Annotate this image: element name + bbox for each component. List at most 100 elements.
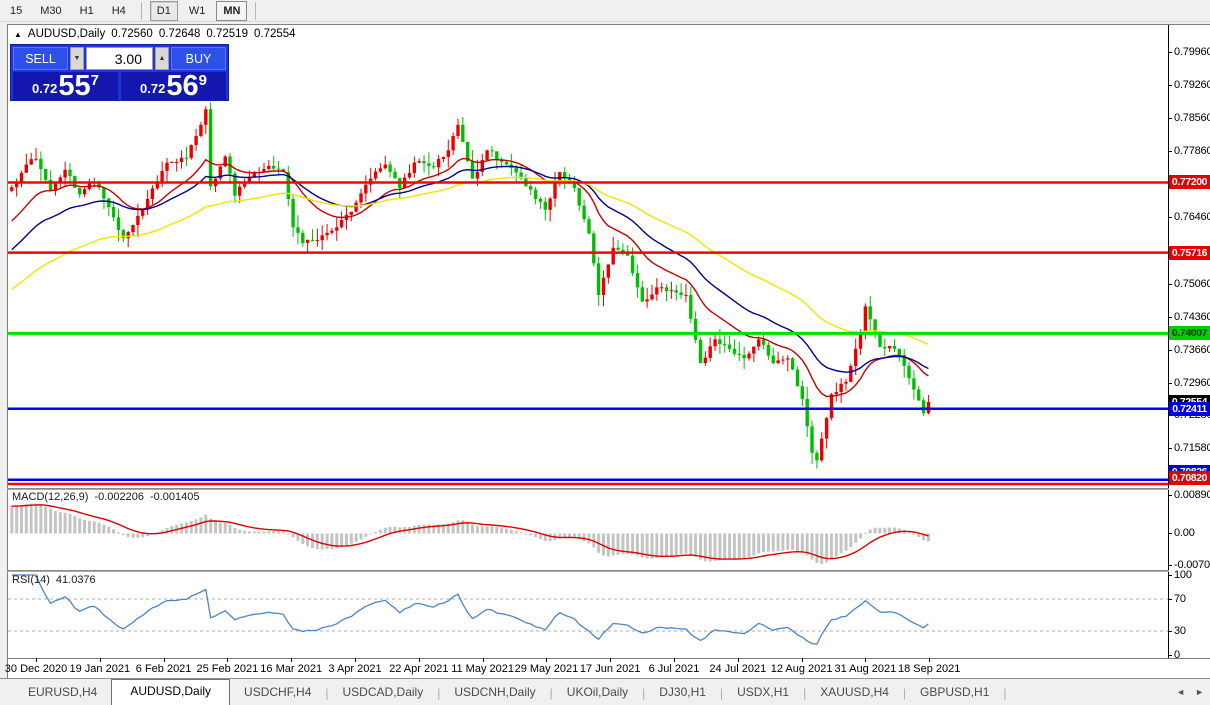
buy-price-big-digits: 56 — [166, 70, 199, 102]
sell-button[interactable]: SELL — [13, 47, 68, 70]
price-axis-label: 0.71580 — [1174, 442, 1210, 455]
date-axis-label: 11 May 2021 — [451, 663, 514, 675]
timeframe-button-h1[interactable]: H1 — [79, 4, 94, 17]
rsi-axis-label: 30 — [1174, 625, 1186, 637]
axis-tick-mark — [1168, 565, 1172, 566]
symbol-tab-dj30[interactable]: DJ30,H1 — [659, 685, 706, 699]
symbol-tab-usdcad[interactable]: USDCAD,Daily — [342, 685, 424, 699]
chart-border-left — [7, 24, 8, 678]
sell-price-prefix: 0.72 — [32, 81, 58, 96]
timeframe-button-d1[interactable]: D1 — [149, 0, 178, 21]
date-tick-mark — [418, 658, 420, 662]
axis-tick-mark — [1168, 533, 1172, 534]
tab-separator: | — [642, 686, 646, 700]
ohlc-close: 0.72554 — [253, 28, 296, 40]
timeframe-button-h4[interactable]: H4 — [111, 4, 126, 17]
ohlc-low: 0.72519 — [206, 28, 248, 40]
price-axis-label: 0.73660 — [1174, 343, 1210, 356]
axis-tick-mark — [1168, 316, 1172, 318]
date-axis-label: 25 Feb 2021 — [196, 663, 259, 675]
date-tick-mark — [99, 658, 101, 662]
buy-price-prefix: 0.72 — [140, 81, 166, 96]
tab-separator: | — [437, 686, 441, 700]
date-axis-label: 12 Aug 2021 — [770, 663, 833, 675]
price-axis-label: 0.75060 — [1174, 277, 1210, 290]
price-axis[interactable]: 0.79960 0.79260 0.78560 0.77860 0.76460 0.750… — [1168, 25, 1210, 661]
price-badge-0.74007: 0.74007 — [1169, 326, 1210, 341]
collapse-triangle-icon[interactable]: ▲ — [14, 29, 22, 39]
symbol-tab-usdx[interactable]: USDX,H1 — [737, 685, 790, 699]
date-axis-label: 3 Apr 2021 — [328, 663, 382, 675]
timeframe-button-w1[interactable]: W1 — [188, 4, 206, 17]
symbol-tab-gbpusd[interactable]: GBPUSD,H1 — [920, 685, 990, 699]
axis-tick-mark — [1168, 575, 1172, 576]
price-axis-label: 0.79960 — [1174, 46, 1210, 58]
rsi-axis-label: 0 — [1174, 649, 1180, 661]
date-axis[interactable]: 30 Dec 2020 19 Jan 2021 6 Feb 2021 25 Feb 2… — [4, 658, 1168, 678]
one-click-trade-panel: SELL ▼ 3.00 ▲ BUY 0.72 55 7 0.72 56 9 — [10, 44, 229, 101]
price-axis-label: 0.76460 — [1174, 211, 1210, 224]
date-axis-label: 6 Jul 2021 — [648, 663, 700, 675]
date-axis-label: 30 Dec 2020 — [4, 663, 68, 675]
axis-tick-mark — [1168, 85, 1172, 87]
chart-symbol-label: AUDUSD,Daily — [27, 28, 106, 40]
price-axis-label: 0.78560 — [1174, 112, 1210, 125]
volume-increase-button[interactable]: ▲ — [155, 47, 169, 70]
rsi-current-value: 41.0376 — [55, 574, 96, 586]
date-axis-label: 17 Jun 2021 — [579, 663, 641, 675]
buy-price-display[interactable]: 0.72 56 9 — [121, 70, 226, 102]
date-tick-mark — [355, 658, 356, 662]
timeframe-button-m30[interactable]: M30 — [40, 4, 62, 17]
chart-ohlc-header: ▲ AUDUSD,Daily 0.72560 0.72648 0.72519 0… — [14, 27, 296, 41]
date-axis-label: 16 Mar 2021 — [260, 663, 323, 675]
symbol-tab-usdchf[interactable]: USDCHF,H4 — [244, 685, 312, 699]
tab-separator: | — [325, 686, 329, 700]
axis-tick-mark — [1168, 217, 1172, 219]
date-tick-mark — [737, 658, 739, 662]
axis-tick-mark — [1168, 599, 1172, 600]
date-tick-mark — [674, 658, 675, 662]
price-axis-label: 0.79260 — [1174, 79, 1210, 92]
tab-scroll-left-icon[interactable]: ◄ — [1176, 687, 1186, 697]
rsi-panel-divider[interactable] — [7, 570, 1210, 572]
axis-tick-mark — [1168, 631, 1172, 632]
date-tick-mark — [801, 658, 803, 662]
window-left-strip — [0, 22, 7, 678]
chart-plot-area[interactable] — [8, 25, 1168, 658]
date-tick-mark — [36, 658, 37, 662]
timeframe-button-15[interactable]: 15 — [10, 4, 23, 17]
tab-separator: | — [549, 686, 553, 700]
symbol-tab-ukoil[interactable]: UKOil,Daily — [566, 685, 629, 699]
date-tick-mark — [929, 658, 931, 662]
axis-tick-mark — [1168, 448, 1172, 450]
date-tick-mark — [163, 658, 165, 662]
symbol-tab-audusd[interactable]: AUDUSD,Daily — [111, 679, 231, 705]
rsi-indicator-label: RSI(14) 41.0376 — [12, 574, 96, 586]
ohlc-open: 0.72560 — [111, 28, 153, 40]
timeframe-button-mn[interactable]: MN — [216, 0, 248, 21]
tab-separator: | — [902, 686, 907, 700]
buy-button[interactable]: BUY — [171, 47, 226, 70]
price-badge-0.77200: 0.77200 — [1169, 175, 1210, 190]
volume-input[interactable]: 3.00 — [86, 47, 153, 70]
timeframe-toolbar: 15 M30 H1 H4 D1 W1 MN — [0, 0, 1210, 22]
tab-scroll-right-icon[interactable]: ► — [1195, 687, 1204, 697]
axis-tick-mark — [1168, 118, 1172, 120]
volume-decrease-button[interactable]: ▼ — [70, 47, 84, 70]
macd-indicator-label: MACD(12,26,9) -0.002206 -0.001405 — [12, 491, 200, 503]
sell-price-pip-digit: 7 — [90, 72, 99, 89]
symbol-tab-usdcnh[interactable]: USDCNH,Daily — [454, 685, 536, 699]
price-axis-label: 0.77860 — [1174, 145, 1210, 158]
ohlc-high: 0.72648 — [158, 28, 201, 40]
macd-axis-label: 0.008904 — [1174, 489, 1210, 501]
macd-axis-label: 0.00 — [1174, 527, 1195, 539]
symbol-tab-xauusd[interactable]: XAUUSD,H4 — [820, 685, 889, 699]
macd-panel-divider[interactable] — [7, 488, 1210, 490]
price-axis-line — [1168, 25, 1169, 658]
price-axis-label: 0.72960 — [1174, 376, 1210, 389]
symbol-tab-eurusd[interactable]: EURUSD,H4 — [28, 685, 98, 699]
tab-separator: | — [719, 686, 724, 700]
sell-price-display[interactable]: 0.72 55 7 — [13, 72, 118, 101]
price-badge-0.75716: 0.75716 — [1169, 245, 1210, 260]
